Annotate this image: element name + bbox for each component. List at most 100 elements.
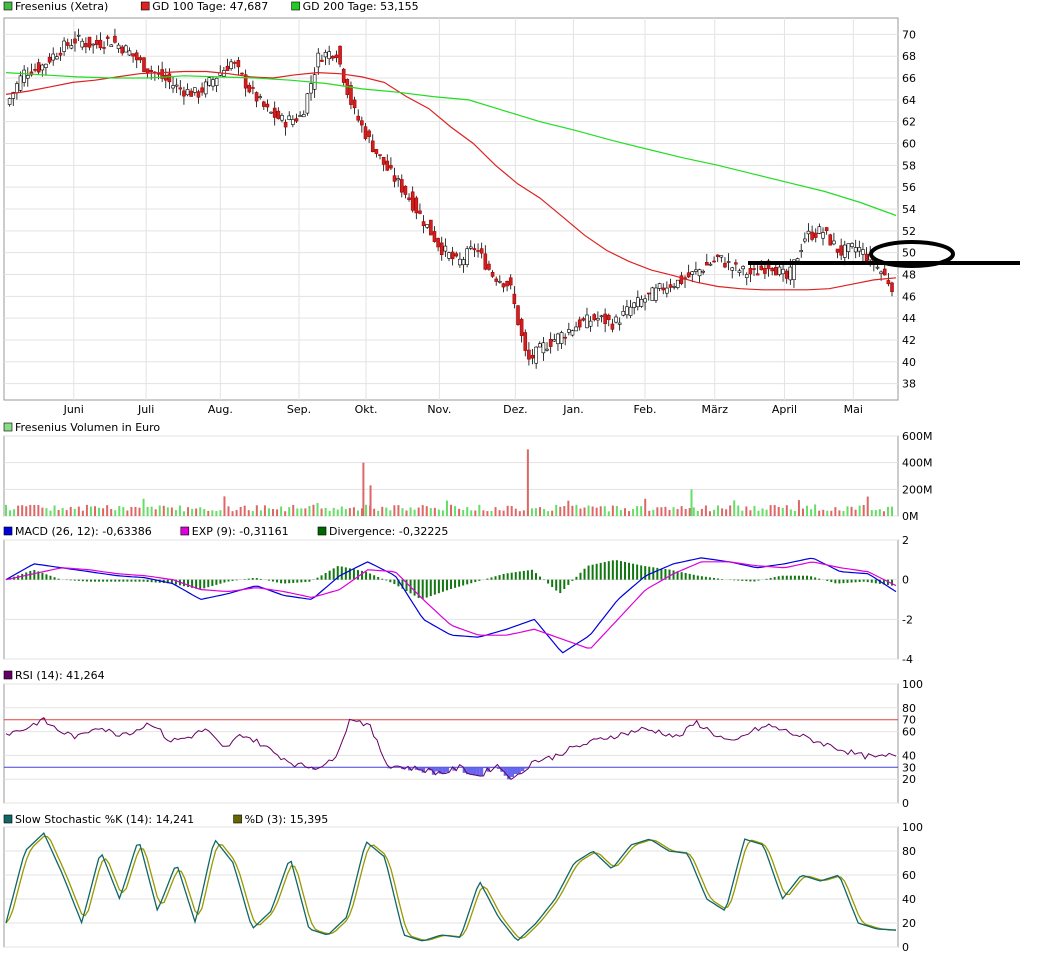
price-ytick: 66: [902, 72, 916, 85]
candle-body: [694, 269, 698, 272]
candle-body: [447, 252, 451, 259]
stochastic-ytick: 60: [902, 869, 916, 882]
candle-body: [882, 268, 887, 276]
candle-body: [167, 73, 172, 83]
candle-body: [516, 305, 520, 326]
candle-body: [523, 332, 528, 351]
candle-body: [559, 332, 564, 344]
candle-body: [770, 268, 774, 272]
candle-body: [454, 253, 459, 257]
candle-body: [650, 287, 655, 301]
candle-body: [58, 52, 63, 56]
candle-body: [581, 318, 586, 321]
candle-body: [665, 287, 669, 294]
candle-body: [211, 79, 215, 87]
candle-body: [291, 119, 295, 125]
rsi-ytick: 40: [902, 749, 916, 762]
candle-body: [399, 179, 404, 193]
candle-body: [530, 354, 535, 359]
annotation-ellipse: [869, 240, 955, 268]
price-ytick: 52: [902, 225, 916, 238]
price-ytick: 58: [902, 159, 916, 172]
candle-body: [850, 243, 854, 247]
price-ytick: 40: [902, 356, 916, 369]
candle-body: [527, 349, 531, 360]
candle-body: [258, 96, 262, 98]
legend-swatch: [140, 1, 150, 11]
candle-body: [287, 115, 292, 120]
candle-body: [341, 68, 346, 83]
candle-body: [646, 292, 651, 295]
candle-body: [875, 266, 880, 269]
legend-swatch: [3, 1, 13, 11]
candle-body: [483, 253, 488, 270]
candle-body: [69, 45, 74, 49]
rsi-ytick: 20: [902, 773, 916, 786]
ma200-line: [5, 72, 897, 217]
candle-body: [163, 74, 168, 81]
candle-body: [407, 197, 411, 200]
candle-body: [726, 261, 731, 263]
candle-body: [679, 275, 684, 284]
candle-body: [476, 250, 480, 252]
candle-body: [690, 271, 695, 275]
candle-body: [272, 107, 277, 118]
candle-body: [603, 313, 607, 325]
candle-body: [363, 126, 368, 139]
candle-body: [799, 250, 804, 253]
candle-body: [36, 62, 41, 73]
price-ytick: 70: [902, 28, 916, 41]
candle-body: [171, 85, 175, 89]
candle-body: [298, 115, 302, 117]
candle-body: [334, 54, 339, 59]
candle-body: [15, 83, 19, 94]
candle-body: [461, 259, 466, 266]
candle-body: [323, 52, 328, 58]
candle-body: [577, 319, 582, 328]
candle-body: [490, 271, 495, 277]
stochastic-ytick: 0: [902, 941, 909, 954]
legend-label: GD 100 Tage: 47,687: [152, 0, 268, 13]
candle-body: [857, 247, 862, 252]
candle-body: [389, 165, 393, 169]
candle-body: [537, 343, 542, 348]
stochastic-ytick: 20: [902, 917, 916, 930]
price-ytick: 62: [902, 116, 916, 129]
rsi-ytick: 70: [902, 714, 916, 727]
candle-body: [748, 268, 753, 275]
candle-body: [487, 263, 491, 270]
candle-body: [174, 84, 179, 87]
stochastic-ytick: 40: [902, 893, 916, 906]
candle-body: [853, 247, 858, 253]
candle-body: [182, 90, 186, 97]
candle-body: [545, 348, 549, 351]
candle-body: [356, 115, 361, 121]
price-ytick: 38: [902, 378, 916, 391]
candle-body: [156, 73, 161, 75]
candle-body: [410, 191, 415, 211]
candle-body: [124, 45, 128, 53]
volume-ytick: 0M: [902, 510, 919, 523]
candle-body: [817, 226, 822, 234]
candle-body: [439, 242, 444, 256]
candle-body: [40, 64, 45, 71]
candle-body: [708, 263, 713, 266]
candle-body: [232, 62, 237, 64]
candle-body: [189, 90, 193, 97]
candle-body: [392, 175, 397, 182]
price-ytick: 42: [902, 334, 916, 347]
candle-body: [755, 273, 760, 276]
candle-body: [795, 258, 800, 262]
candle-body: [661, 287, 666, 291]
candle-body: [160, 69, 164, 79]
candle-body: [701, 270, 705, 273]
candle-body: [142, 57, 146, 73]
candle-body: [498, 280, 502, 283]
candle-body: [824, 227, 829, 231]
candle-body: [864, 253, 869, 262]
legend-swatch: [180, 526, 190, 536]
legend-swatch: [233, 814, 242, 824]
candle-body: [723, 262, 727, 268]
candle-body: [730, 267, 735, 271]
month-label: Feb.: [634, 403, 657, 416]
